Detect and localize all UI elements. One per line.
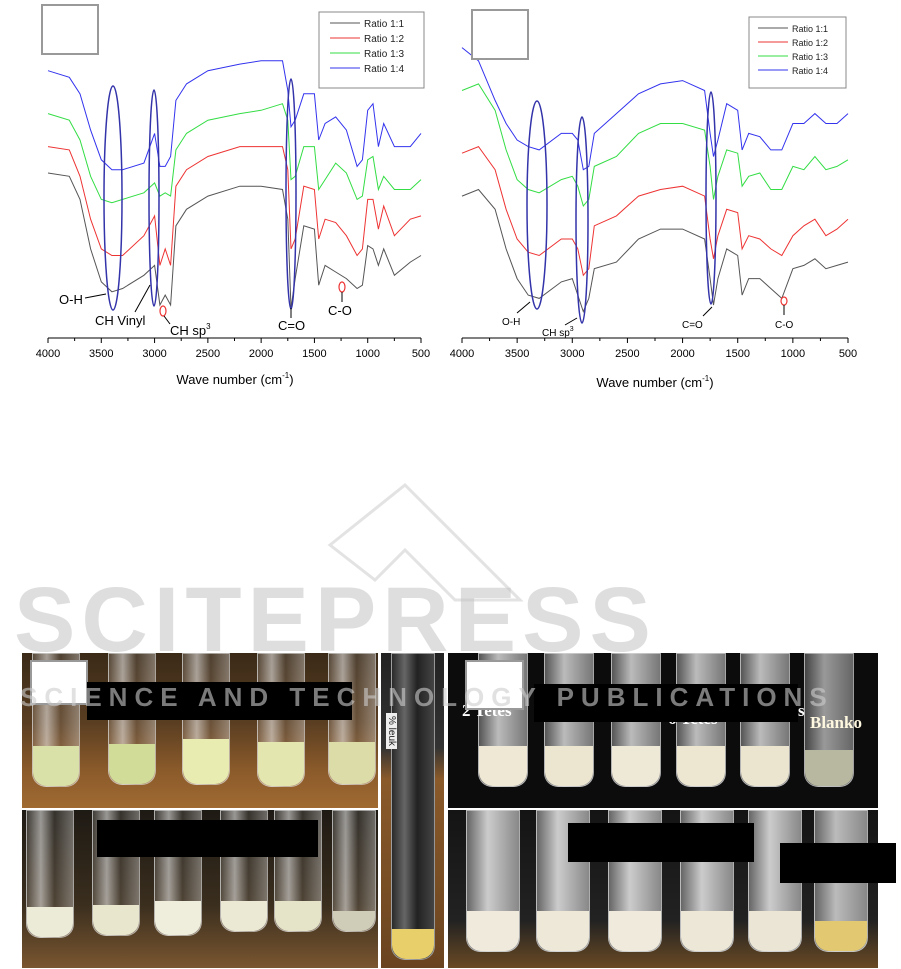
series-line--1-1: [461, 188, 849, 314]
annotation-c-double-o: C=O: [682, 320, 703, 331]
series-line--1-3: [47, 103, 422, 204]
photo-top-left: [22, 653, 378, 808]
x-tick-label: 2000: [670, 348, 694, 360]
ftir-charts: Ratio 1:1 Ratio 1:2 Ratio 1:3 Ratio 1:4 O-H…: [36, 4, 857, 390]
series-line--1-4: [47, 60, 422, 171]
legend-label: Ratio 1:3: [364, 49, 404, 60]
annotation-oh: O-H: [502, 317, 520, 328]
x-tick-label: 1500: [725, 348, 749, 360]
redaction-box: [568, 823, 754, 862]
x-axis-label: Wave number (cm-1): [596, 374, 713, 390]
redaction-box: [534, 684, 798, 722]
annotation-c-single-o: C-O: [775, 320, 794, 331]
panel-label-box: [30, 660, 88, 705]
annotation-oh: O-H: [59, 292, 83, 307]
x-tick-label: 500: [412, 348, 430, 360]
series-line--1-4: [461, 47, 849, 171]
x-tick-label: 1000: [781, 348, 805, 360]
oh-ellipse: [103, 85, 123, 311]
chart-b: Ratio 1:1 Ratio 1:2 Ratio 1:3 Ratio 1:4 O-H…: [450, 9, 857, 390]
x-tick-label: 1500: [302, 348, 326, 360]
x-axis-label: Wave number (cm-1): [176, 371, 293, 387]
x-tick-label: 3500: [89, 348, 113, 360]
ch-sp3-ellipse: [575, 116, 589, 324]
x-tick-label: 4000: [36, 348, 60, 360]
panel-label-box: [471, 9, 529, 60]
panel-label-box: [465, 660, 524, 710]
legend-label: Ratio 1:3: [792, 52, 828, 62]
co-double-ellipse: [285, 78, 297, 310]
panel-label-box: [41, 4, 99, 55]
co-single-marker: [780, 296, 788, 306]
legend-box: [748, 16, 847, 89]
legend-label: Ratio 1:4: [364, 64, 404, 75]
x-tick-label: 4000: [450, 348, 474, 360]
tube-label: % leuk: [386, 713, 397, 750]
label-partial: s: [798, 701, 805, 720]
photo-bottom-left: [22, 810, 378, 968]
redaction-box: [87, 682, 352, 720]
x-tick-label: 1000: [355, 348, 379, 360]
annotation-ch-vinyl: CH Vinyl: [95, 313, 145, 328]
legend-label: Ratio 1:1: [364, 19, 404, 30]
legend-label: Ratio 1:2: [364, 34, 404, 45]
legend-label: Ratio 1:2: [792, 38, 828, 48]
label-blanko: Blanko: [810, 713, 862, 732]
co-double-ellipse: [705, 91, 717, 305]
legend-box: [318, 11, 425, 89]
redaction-box: [780, 843, 896, 883]
x-tick-label: 500: [839, 348, 857, 360]
x-tick-label: 3500: [505, 348, 529, 360]
co-single-marker: [338, 281, 346, 293]
ch-sp3-marker: [159, 305, 167, 317]
annotation-c-double-o: C=O: [278, 318, 305, 333]
ch-vinyl-ellipse: [148, 89, 160, 307]
annotation-c-single-o: C-O: [328, 303, 352, 318]
series-line--1-1: [47, 172, 422, 309]
legend-label: Ratio 1:4: [792, 66, 828, 76]
annotation-ch-sp3: CH sp3: [170, 322, 211, 338]
annotation-ch-sp3: CH sp3: [542, 326, 574, 339]
chart-a: Ratio 1:1 Ratio 1:2 Ratio 1:3 Ratio 1:4 O-H…: [36, 4, 430, 387]
x-tick-label: 2500: [196, 348, 220, 360]
photo-single-tube: % leuk: [381, 653, 444, 968]
redaction-box: [97, 820, 318, 857]
series-line--1-3: [461, 83, 849, 208]
oh-ellipse: [526, 100, 548, 310]
x-tick-label: 2000: [249, 348, 273, 360]
x-tick-label: 3000: [142, 348, 166, 360]
series-line--1-2: [461, 145, 849, 277]
x-tick-label: 2500: [615, 348, 639, 360]
legend-label: Ratio 1:1: [792, 24, 828, 34]
x-tick-label: 3000: [560, 348, 584, 360]
